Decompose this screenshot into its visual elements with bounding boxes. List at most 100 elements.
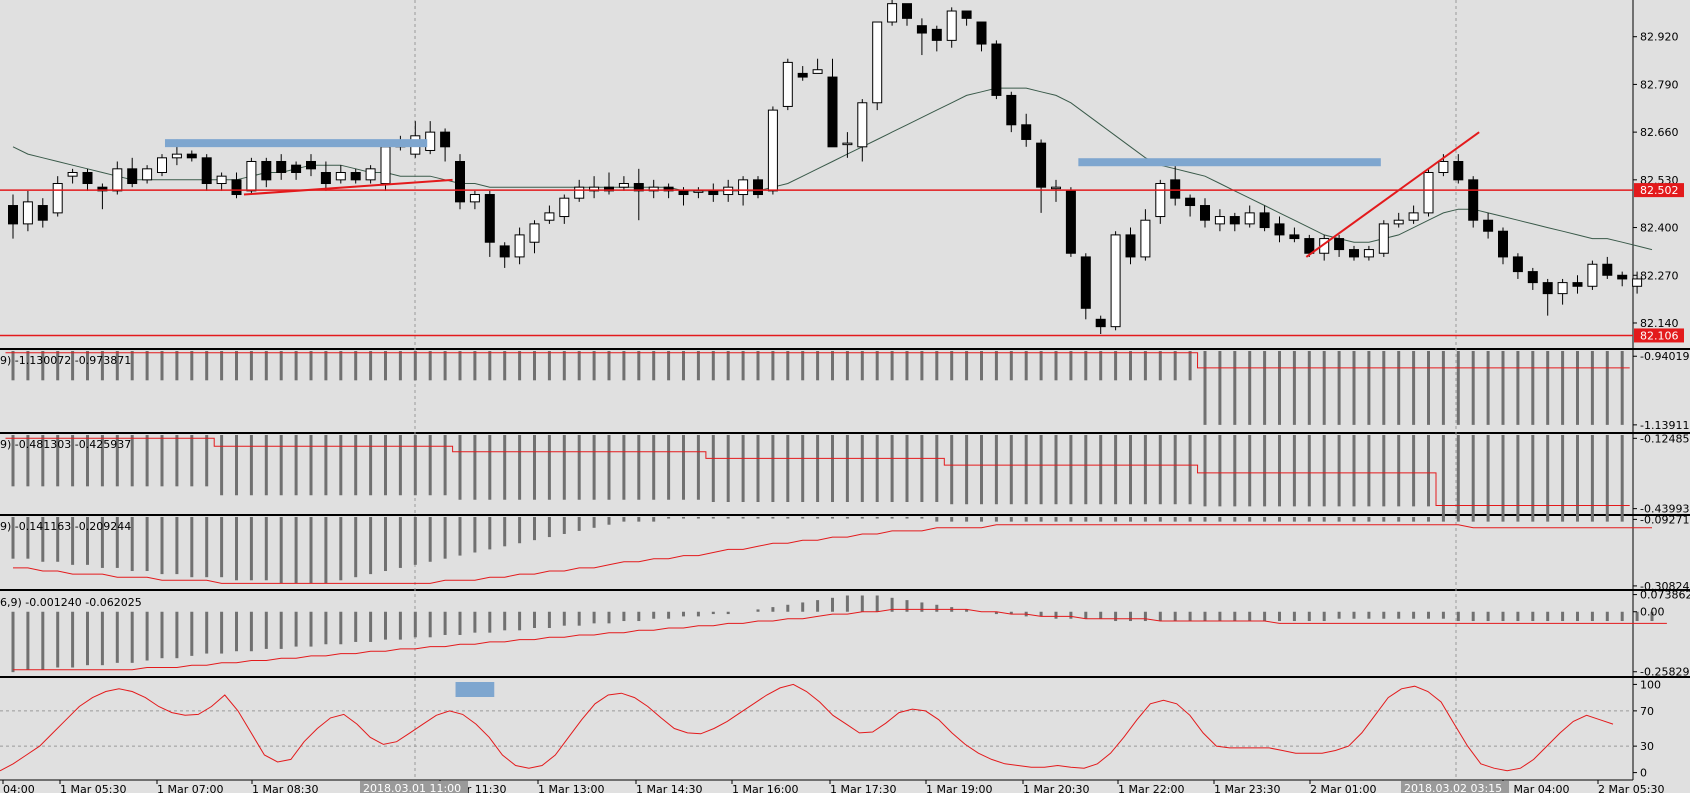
candle-body — [1393, 219, 1404, 225]
highlighted-time-box — [1401, 781, 1509, 793]
candle — [1095, 315, 1106, 334]
candle-body — [320, 172, 331, 185]
highlighted-time-label: 2018.03.02 03:15 — [1404, 782, 1502, 793]
candle-body — [916, 25, 927, 34]
candle-body — [22, 201, 33, 225]
time-label: 04:00 — [3, 783, 35, 793]
candle — [1319, 234, 1330, 261]
candle-body — [1498, 230, 1508, 258]
signal-line — [13, 608, 1667, 671]
price-tag — [1634, 328, 1684, 343]
price-tick-label: 82.660 — [1640, 126, 1679, 139]
candle-body — [246, 160, 257, 192]
candle-body — [1244, 212, 1255, 225]
indicator-tick-label: 0.073862 — [1640, 589, 1690, 602]
time-label: 1 Mar 14:30 — [636, 783, 702, 793]
indicator-2-label: 9) -0.481303 -0.425937 — [0, 438, 131, 451]
candle — [261, 157, 272, 188]
candle — [842, 132, 853, 158]
candle-body — [708, 190, 719, 196]
candle-body — [440, 131, 451, 148]
candle-body — [1378, 223, 1389, 254]
candle-body — [127, 168, 138, 185]
candle — [1393, 212, 1404, 228]
candle-body — [335, 172, 346, 181]
candle-body — [1512, 256, 1523, 273]
candle — [1423, 168, 1434, 217]
candle — [291, 161, 302, 180]
candle — [276, 154, 287, 180]
candle-body — [1319, 238, 1330, 254]
candle — [350, 168, 361, 184]
candle-body — [1110, 234, 1121, 328]
candle-body — [306, 160, 316, 170]
candle — [246, 157, 257, 195]
candle — [559, 194, 570, 224]
candle — [812, 58, 823, 74]
candle-body — [1438, 160, 1449, 174]
candle-body — [574, 186, 585, 199]
highlight-bar-2 — [1078, 158, 1381, 167]
candle — [320, 161, 331, 191]
candle-body — [753, 179, 763, 196]
candle-body — [157, 157, 167, 174]
candle-body — [827, 76, 838, 148]
indicator-tick-label: -0.25829 — [1640, 666, 1689, 679]
candle-body — [1155, 183, 1166, 218]
candle — [1632, 271, 1643, 294]
candle — [157, 154, 167, 177]
candle — [335, 165, 346, 184]
price-tick-label: 82.790 — [1640, 78, 1679, 91]
candle-body — [67, 172, 78, 177]
candle — [1080, 253, 1091, 320]
candle-body — [1259, 212, 1270, 229]
candle-body — [291, 164, 302, 174]
candle — [365, 165, 376, 184]
indicator-tick-label: -0.43993 — [1640, 503, 1689, 516]
candle-body — [931, 28, 942, 41]
candle — [782, 58, 793, 111]
candle-body — [797, 72, 808, 78]
candle-body — [216, 175, 227, 185]
candle — [544, 205, 555, 224]
candle-body — [1080, 256, 1091, 309]
candle — [306, 154, 316, 177]
highlighted-time-box — [360, 781, 468, 793]
candle-body — [544, 212, 555, 221]
time-label: 1 Mar 23:30 — [1214, 783, 1280, 793]
candle — [1185, 194, 1196, 217]
candle-body — [82, 172, 93, 185]
candle — [231, 172, 242, 199]
candle-body — [1289, 234, 1300, 240]
candle — [946, 7, 957, 48]
indicator-4-label: 6,9) -0.001240 -0.062025 — [0, 596, 142, 609]
candle-body — [1572, 282, 1583, 287]
time-label: 1 Mar 13:00 — [538, 783, 604, 793]
candle-body — [1095, 318, 1106, 328]
price-tag — [1634, 183, 1684, 198]
candle-body — [946, 10, 957, 41]
label-layer: 9) -1.130072 -0.973871 9) -0.481303 -0.4… — [0, 354, 142, 609]
overlay-layer — [0, 131, 1633, 337]
candle-body — [1229, 216, 1240, 225]
time-label: 1 Mar 05:30 — [60, 783, 126, 793]
time-label: 1 Mar 11:30 — [440, 783, 506, 793]
candle-body — [1125, 234, 1136, 258]
candle-body — [350, 172, 361, 181]
candle-body — [976, 21, 987, 45]
candle — [767, 106, 778, 195]
candle-body — [1349, 249, 1359, 258]
candle — [1259, 205, 1270, 232]
indicator-tick-label: -0.30824 — [1640, 580, 1689, 593]
candle — [440, 128, 451, 162]
candle — [991, 40, 1002, 100]
candle-body — [1587, 263, 1598, 287]
candle — [1021, 113, 1032, 147]
candle — [753, 176, 763, 199]
candle-body — [1170, 179, 1181, 199]
candle — [1036, 139, 1047, 213]
candle-body — [8, 205, 18, 225]
